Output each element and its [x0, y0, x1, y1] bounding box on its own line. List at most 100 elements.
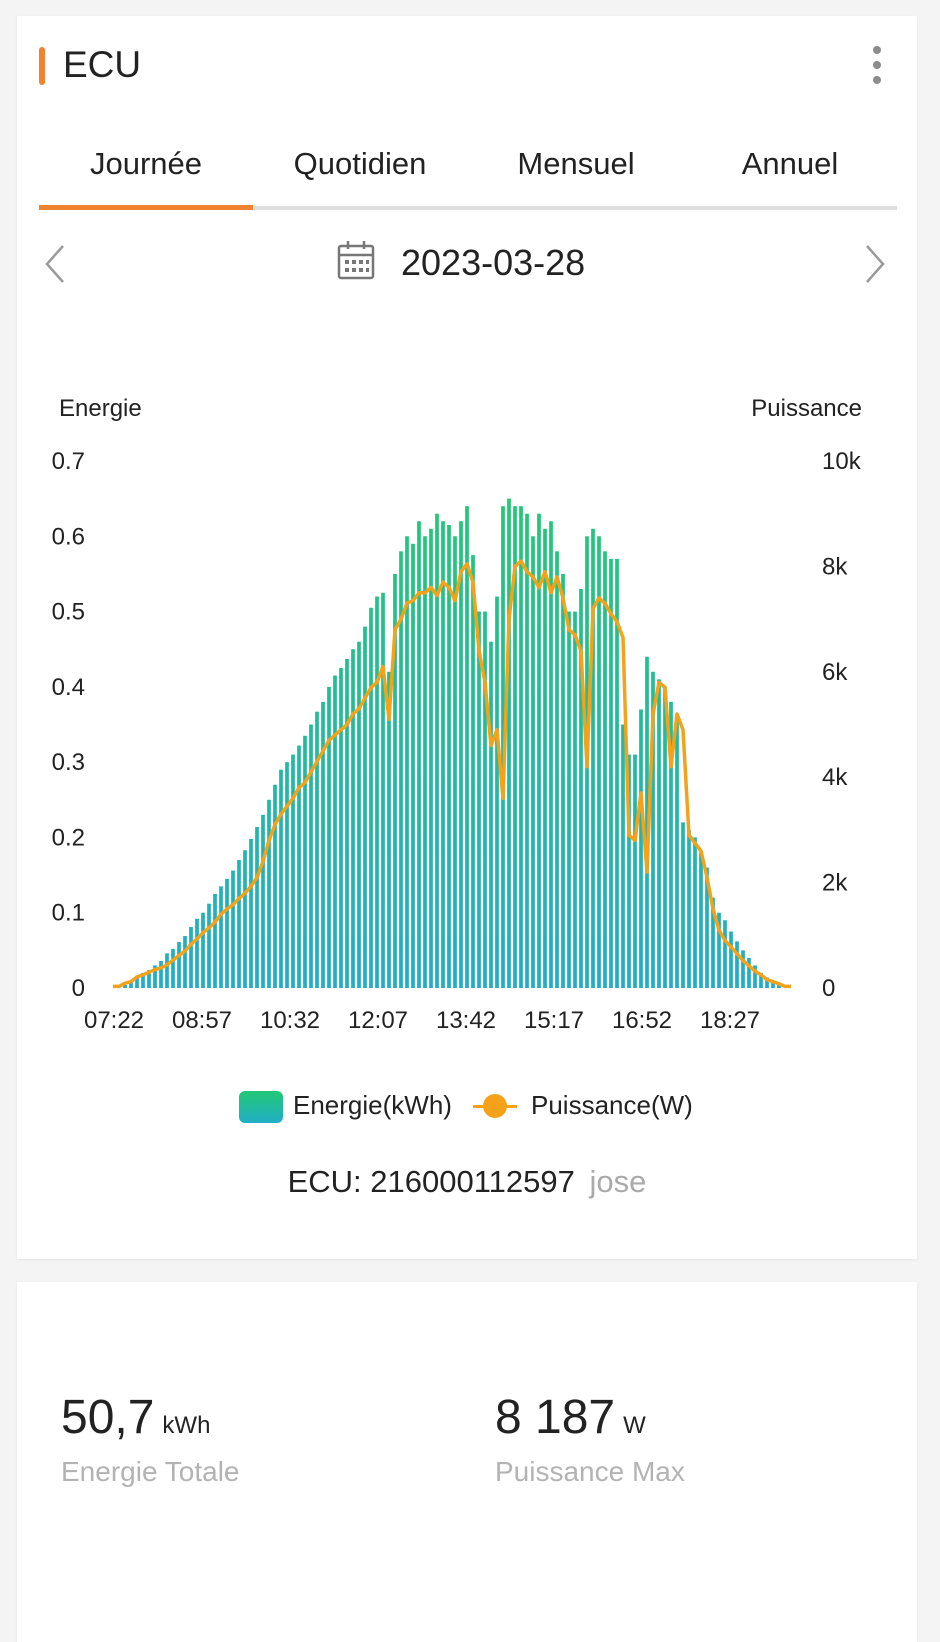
energy-bar [741, 950, 745, 988]
energy-bar [231, 870, 235, 988]
tab-journee[interactable]: Journée [89, 146, 203, 181]
max-power-value: 8 187 [495, 1391, 616, 1444]
energy-bar [477, 611, 481, 988]
energy-bar [159, 960, 163, 988]
tab-mensuel[interactable]: Mensuel [517, 146, 635, 181]
left-axis-title: Energie [59, 395, 142, 422]
more-vertical-icon[interactable] [867, 46, 887, 86]
active-tab-indicator [39, 205, 253, 210]
x-axis-tick: 15:17 [524, 1007, 584, 1034]
energy-bar [483, 611, 487, 988]
energy-bar [201, 912, 205, 988]
energy-bar [297, 745, 301, 988]
energy-bar [711, 897, 715, 988]
left-axis-tick: 0.7 [52, 448, 85, 475]
energy-bar [213, 893, 217, 988]
energy-bar [237, 860, 241, 988]
energy-bar [249, 838, 253, 988]
energy-bar [753, 965, 757, 988]
energy-bar [135, 976, 139, 988]
energy-bar [243, 850, 247, 988]
energy-bar [195, 918, 199, 988]
x-axis-tick: 07:22 [84, 1007, 144, 1034]
tab-annuel[interactable]: Annuel [741, 146, 839, 181]
energy-legend-label: Energie(kWh) [293, 1090, 452, 1120]
energy-bar [147, 969, 151, 988]
energy-bar [183, 936, 187, 988]
energy-bar [771, 981, 775, 988]
energy-bar [417, 521, 421, 988]
energy-bar [363, 626, 367, 988]
energy-bar [735, 941, 739, 988]
energy-bar [441, 521, 445, 988]
energy-bar [699, 852, 703, 988]
energy-bar [453, 536, 457, 988]
energy-bar [531, 536, 535, 988]
energy-bar [729, 931, 733, 988]
production-card: ECU Journée Quotidien Mensuel Annuel [17, 16, 917, 1259]
left-axis-tick: 0.4 [52, 674, 85, 701]
energy-bar [633, 754, 637, 988]
ecu-id: 216000112597 [370, 1164, 575, 1199]
energy-bar [687, 829, 691, 988]
left-axis-tick: 0.2 [52, 824, 85, 851]
energy-bar [657, 679, 661, 988]
energy-bar [141, 972, 145, 988]
max-power-unit: W [623, 1412, 646, 1439]
energy-bar [645, 656, 649, 988]
energy-bar [621, 724, 625, 988]
energy-bar [723, 920, 727, 988]
card-header: ECU [17, 16, 917, 116]
energy-bar [261, 814, 265, 988]
energy-bar [507, 498, 511, 988]
energy-bar [429, 528, 433, 988]
power-legend-label: Puissance(W) [531, 1090, 693, 1120]
energy-bar [219, 886, 223, 988]
tab-quotidien[interactable]: Quotidien [293, 146, 427, 181]
energy-bar [399, 551, 403, 988]
energy-bar [123, 984, 127, 988]
power-legend-marker[interactable] [483, 1094, 507, 1118]
energy-bar [465, 506, 469, 988]
energy-bar [303, 735, 307, 988]
energy-bar [549, 521, 553, 988]
energy-bar [591, 528, 595, 988]
right-axis-tick: 0 [822, 975, 835, 1002]
energy-bar [171, 948, 175, 988]
energy-bar [579, 588, 583, 988]
left-axis-tick: 0.5 [52, 599, 85, 626]
energy-bar [327, 686, 331, 988]
energy-bar [717, 912, 721, 988]
energy-bar [681, 822, 685, 988]
energy-legend-swatch[interactable] [239, 1091, 283, 1123]
left-axis-tick: 0.3 [52, 749, 85, 776]
energy-bar [675, 716, 679, 988]
energy-bar [459, 521, 463, 988]
energy-bar [333, 675, 337, 988]
chevron-left-icon[interactable] [37, 242, 77, 286]
right-axis-title: Puissance [751, 395, 862, 422]
energy-bar [375, 596, 379, 988]
energy-bar [189, 927, 193, 988]
energy-bar [639, 709, 643, 988]
chart-legend: Energie(kWh) Puissance(W) [17, 1084, 917, 1124]
date-navigator: 2023-03-28 [17, 228, 917, 298]
energy-bar [309, 724, 313, 988]
energy-bar [573, 611, 577, 988]
energy-bar [351, 649, 355, 988]
right-axis-tick: 4k [822, 764, 848, 791]
chevron-right-icon[interactable] [853, 242, 893, 286]
energy-bar [513, 506, 517, 988]
energy-bar [519, 506, 523, 988]
energy-bar [537, 513, 541, 988]
energy-bar [357, 641, 361, 988]
energy-bar [345, 659, 349, 988]
energy-bar [705, 867, 709, 988]
card-title: ECU [63, 44, 142, 85]
left-axis-tick: 0.1 [52, 900, 85, 927]
energy-bar [435, 513, 439, 988]
energy-bar [525, 513, 529, 988]
energy-bar [285, 762, 289, 988]
max-power-stat: 8 187 W Puissance Max [495, 1390, 685, 1487]
energy-bar [411, 543, 415, 988]
